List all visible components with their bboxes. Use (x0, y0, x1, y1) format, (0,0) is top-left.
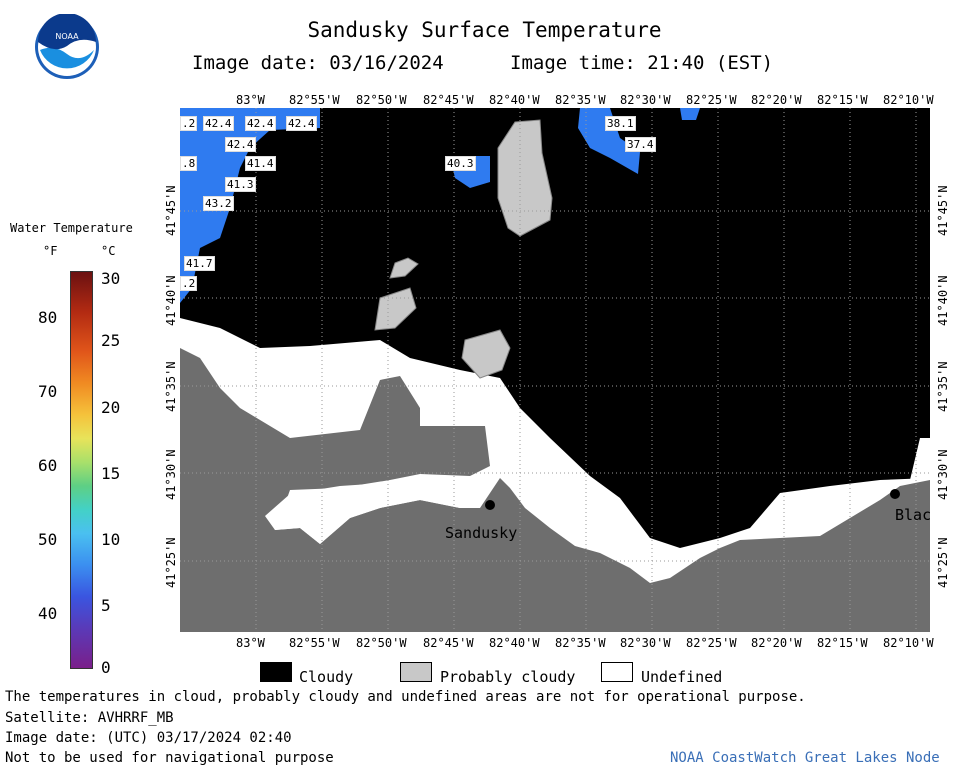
lon-tick-bottom: 82°10'W (883, 636, 934, 650)
lat-tick-right: 41°40'N (936, 275, 950, 326)
celsius-tick: 0 (101, 658, 111, 677)
probably-cloudy-area (461, 329, 511, 379)
temperature-label: 42.4 (225, 137, 256, 152)
temperature-label: 41.4 (245, 156, 276, 171)
temperature-map (180, 108, 930, 632)
lon-tick-top: 83°W (236, 93, 265, 107)
lon-tick-bottom: 82°45'W (423, 636, 474, 650)
fahrenheit-tick: 50 (38, 530, 58, 549)
celsius-tick: 30 (101, 269, 121, 288)
celsius-tick: 15 (101, 464, 121, 483)
temperature-label: 41.3 (225, 177, 256, 192)
temperature-label: 42.4 (245, 116, 276, 131)
credit-text: NOAA CoastWatch Great Lakes Node (670, 750, 940, 766)
unit-celsius: °C (101, 244, 116, 258)
fahrenheit-tick: 60 (38, 456, 58, 475)
lon-tick-bottom: 82°25'W (686, 636, 737, 650)
lon-tick-bottom: 82°55'W (289, 636, 340, 650)
lon-tick-bottom: 82°50'W (356, 636, 407, 650)
legend-swatch-cloudy (260, 662, 292, 682)
map-title: Sandusky Surface Temperature (307, 18, 662, 42)
lat-tick-left: 41°40'N (164, 275, 178, 326)
lon-tick-top: 82°45'W (423, 93, 474, 107)
lat-tick-right: 41°45'N (936, 185, 950, 236)
legend-label-cloudy: Cloudy (299, 668, 354, 686)
lat-tick-left: 41°45'N (164, 185, 178, 236)
image-time: Image time: 21:40 (EST) (510, 52, 774, 74)
temperature-colorbar (70, 271, 93, 669)
image-date: Image date: 03/16/2024 (192, 52, 444, 74)
svg-text:NOAA: NOAA (55, 32, 79, 41)
lon-tick-top: 82°50'W (356, 93, 407, 107)
legend-label-undefined: Undefined (641, 668, 723, 686)
sandusky-marker (485, 500, 495, 510)
lon-tick-top: 82°20'W (751, 93, 802, 107)
lon-tick-top: 82°15'W (817, 93, 868, 107)
lon-tick-bottom: 82°20'W (751, 636, 802, 650)
navigation-warning: Not to be used for navigational purpose (5, 750, 334, 766)
legend-swatch-undefined (601, 662, 633, 682)
lon-tick-top: 82°55'W (289, 93, 340, 107)
color-scale-title: Water Temperature (10, 221, 133, 235)
celsius-tick: 25 (101, 331, 121, 350)
lon-tick-bottom: 82°30'W (620, 636, 671, 650)
lat-tick-right: 41°35'N (936, 361, 950, 412)
fahrenheit-tick: 80 (38, 308, 58, 327)
celsius-tick: 10 (101, 530, 121, 549)
temperature-label: 37.4 (625, 137, 656, 152)
temperature-label: 40.3 (445, 156, 476, 171)
celsius-tick: 5 (101, 596, 111, 615)
land-area (180, 348, 930, 632)
celsius-tick: 20 (101, 398, 121, 417)
lon-tick-top: 82°30'W (620, 93, 671, 107)
probably-cloudy-area (374, 287, 417, 331)
lat-tick-left: 41°30'N (164, 449, 178, 500)
temperature-label: 43.2 (203, 196, 234, 211)
fahrenheit-tick: 70 (38, 382, 58, 401)
utc-date-text: Image date: (UTC) 03/17/2024 02:40 (5, 730, 292, 746)
legend-label-probably-cloudy: Probably cloudy (440, 668, 576, 686)
temperature-label: .2 (180, 276, 198, 291)
undefined-area-east (910, 438, 930, 480)
bay-undefined (265, 476, 490, 544)
lat-tick-right: 41°25'N (936, 537, 950, 588)
disclaimer-text: The temperatures in cloud, probably clou… (5, 689, 806, 705)
probably-cloudy-area (497, 119, 553, 237)
lat-tick-left: 41°35'N (164, 361, 178, 412)
lon-tick-top: 82°10'W (883, 93, 934, 107)
city-label-blac: Blac (895, 506, 932, 524)
legend-swatch-probably-cloudy (400, 662, 432, 682)
lon-tick-top: 82°40'W (489, 93, 540, 107)
fahrenheit-tick: 40 (38, 604, 58, 623)
lon-tick-top: 82°35'W (555, 93, 606, 107)
unit-fahrenheit: °F (43, 244, 58, 258)
temperature-label: .2 (180, 116, 198, 131)
water-temperature-area (680, 108, 700, 120)
lon-tick-top: 82°25'W (686, 93, 737, 107)
water-temperature-area (578, 108, 640, 174)
graticule (180, 108, 930, 632)
blac-marker (890, 489, 900, 499)
temperature-label: 42.4 (286, 116, 317, 131)
lon-tick-bottom: 83°W (236, 636, 265, 650)
lon-tick-bottom: 82°40'W (489, 636, 540, 650)
lon-tick-bottom: 82°35'W (555, 636, 606, 650)
water-temperature-area (180, 108, 320, 303)
probably-cloudy-area (389, 257, 419, 279)
noaa-logo: NOAA (35, 14, 99, 79)
satellite-text: Satellite: AVHRRF_MB (5, 710, 174, 726)
temperature-label: 38.1 (605, 116, 636, 131)
city-label-sandusky: Sandusky (445, 524, 518, 542)
temperature-label: 42.4 (203, 116, 234, 131)
lat-tick-left: 41°25'N (164, 537, 178, 588)
temperature-label: 41.7 (184, 256, 215, 271)
lon-tick-bottom: 82°15'W (817, 636, 868, 650)
temperature-label: .8 (180, 156, 198, 171)
lat-tick-right: 41°30'N (936, 449, 950, 500)
